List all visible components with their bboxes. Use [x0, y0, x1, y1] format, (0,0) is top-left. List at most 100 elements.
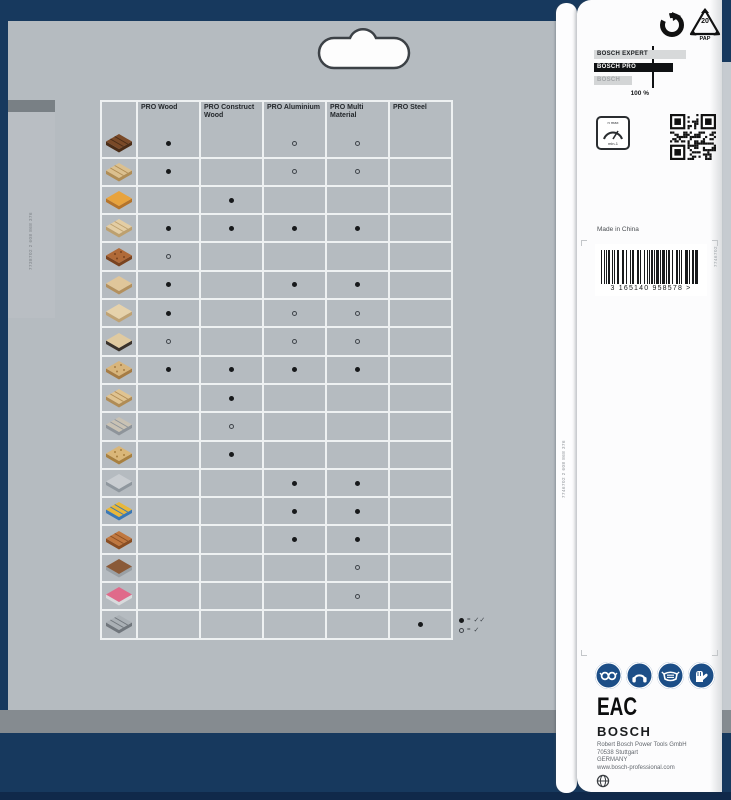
- compatibility-cell: [138, 243, 199, 270]
- compatibility-cell: [390, 300, 451, 327]
- info-panel: 20 PAP BOSCH EXPERT BOSCH PRO BOSCH 100 % …: [577, 0, 722, 792]
- material-icon-cell: [102, 611, 136, 638]
- crop-mark: [581, 650, 587, 656]
- compatibility-cell: [327, 215, 388, 242]
- dot-open: [292, 140, 297, 146]
- ean-barcode: [601, 250, 698, 284]
- gauge-top-text: n max: [607, 120, 619, 125]
- left-flap-band: [8, 100, 55, 112]
- material-icon: [106, 445, 132, 465]
- compatibility-cell: [201, 243, 262, 270]
- compatibility-cell: [264, 158, 325, 185]
- material-icon: [106, 247, 132, 267]
- compatibility-cell: [390, 554, 451, 582]
- compatibility-cell: [264, 328, 325, 355]
- compatibility-cell: [327, 384, 388, 412]
- compatibility-cell: [138, 611, 199, 638]
- bottom-dark-line: [0, 792, 731, 800]
- panel-fold-shading: [710, 0, 722, 792]
- bottom-gray-band: [0, 710, 731, 733]
- dot-filled: [355, 282, 360, 288]
- dot-filled: [166, 140, 171, 146]
- compatibility-cell: [327, 300, 388, 327]
- compatibility-cell: [390, 130, 451, 157]
- table-legend: = ✓✓ = ✓: [459, 615, 485, 635]
- material-icon: [106, 191, 132, 210]
- dot-filled: [355, 480, 360, 486]
- material-icon: [106, 304, 132, 323]
- compatibility-cell: [138, 554, 199, 582]
- compatibility-cell: [138, 356, 199, 383]
- compatibility-cell: [264, 300, 325, 327]
- address-line: 70538 Stuttgart: [597, 749, 639, 756]
- dot-open: [355, 310, 360, 316]
- compatibility-cell: [327, 583, 388, 610]
- dot-open: [355, 140, 360, 146]
- compatibility-cell: [201, 186, 262, 214]
- compatibility-cell: [138, 469, 199, 497]
- compatibility-cell: [264, 583, 325, 610]
- compatibility-cell: [264, 526, 325, 553]
- dot-open: [292, 339, 297, 345]
- dot-filled: [355, 537, 360, 543]
- material-icon: [106, 474, 132, 493]
- brand-bar: BOSCH: [594, 76, 632, 85]
- compatibility-cell: [327, 130, 388, 157]
- compatibility-cell: [201, 300, 262, 327]
- material-icon-cell: [102, 554, 136, 582]
- column-header: PRO Steel: [390, 102, 451, 132]
- compatibility-cell: [390, 611, 451, 638]
- compatibility-cell: [390, 469, 451, 497]
- column-header: PRO Wood: [138, 102, 199, 132]
- compatibility-cell: [327, 158, 388, 185]
- address-line: Robert Bosch Power Tools GmbH: [597, 742, 687, 748]
- compatibility-cell: [390, 384, 451, 412]
- column-header: PRO Aluminium: [264, 102, 325, 132]
- compatibility-cell: [327, 186, 388, 214]
- compatibility-cell: [264, 554, 325, 582]
- compatibility-cell: [201, 611, 262, 638]
- dot-filled: [166, 225, 171, 231]
- euro-slot-hang-tab: [317, 28, 411, 70]
- left-navy-border: [0, 0, 8, 733]
- dot-filled: [355, 225, 360, 231]
- compatibility-cell: [201, 328, 262, 355]
- dot-filled: [355, 508, 360, 514]
- compatibility-cell: [264, 130, 325, 157]
- material-icon-cell: [102, 583, 136, 610]
- brand-bar: BOSCH EXPERT: [594, 50, 686, 59]
- dot-open: [355, 593, 360, 599]
- material-icon-cell: [102, 158, 136, 185]
- dot-filled: [229, 367, 234, 373]
- dot-filled: [229, 452, 234, 458]
- compatibility-cell: [201, 583, 262, 610]
- compatibility-cell: [201, 356, 262, 383]
- material-icon: [106, 389, 132, 408]
- compatibility-cell: [201, 526, 262, 553]
- compatibility-cell: [201, 130, 262, 157]
- compatibility-cell: [264, 469, 325, 497]
- top-navy-border: [0, 0, 731, 21]
- dot-filled: [355, 367, 360, 373]
- compatibility-cell: [138, 158, 199, 185]
- table-corner-cell: [102, 102, 136, 132]
- compatibility-cell: [201, 554, 262, 582]
- compatibility-cell: [138, 583, 199, 610]
- material-icon-cell: [102, 328, 136, 355]
- dot-open: [355, 565, 360, 571]
- compatibility-cell: [327, 498, 388, 525]
- flap-article-code: 7738702 2 608 868 376: [28, 212, 33, 271]
- column-header: PRO Construct Wood: [201, 102, 262, 132]
- compatibility-cell: [327, 243, 388, 270]
- compatibility-cell: [201, 158, 262, 185]
- recycle-code: 20: [701, 18, 709, 25]
- right-edge-gray: [722, 62, 731, 710]
- compatibility-cell: [390, 413, 451, 440]
- material-icon-cell: [102, 526, 136, 553]
- percent-label: 100 %: [630, 90, 649, 97]
- material-icon: [106, 558, 132, 578]
- dot-open: [292, 310, 297, 316]
- dot-open: [355, 339, 360, 345]
- legend-equals: =: [467, 617, 471, 623]
- compatibility-cell: [390, 328, 451, 355]
